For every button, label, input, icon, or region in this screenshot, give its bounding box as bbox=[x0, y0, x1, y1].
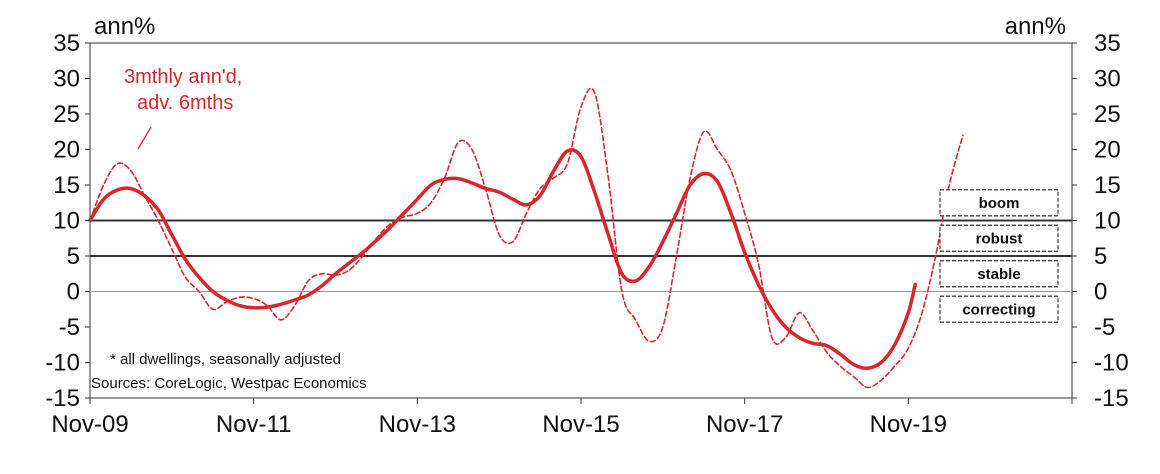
y-tick-label-right: 5 bbox=[1094, 243, 1107, 270]
series-line-annual bbox=[88, 148, 917, 370]
regime-label-boom: boom bbox=[979, 195, 1020, 212]
x-tick-label: Nov-19 bbox=[870, 411, 947, 438]
x-tick-label: Nov-09 bbox=[51, 411, 128, 438]
footnote-dwellings: * all dwellings, seasonally adjusted bbox=[110, 351, 341, 368]
y-tick-label-right: -5 bbox=[1094, 314, 1115, 341]
y-tick-label-left: 30 bbox=[53, 66, 80, 93]
series-annotation-line-2: adv. 6mths bbox=[137, 92, 233, 114]
y-tick-label-right: 0 bbox=[1094, 279, 1107, 306]
y-tick-label-right: 35 bbox=[1094, 30, 1121, 57]
x-tick-label: Nov-13 bbox=[379, 411, 456, 438]
x-tick-label: Nov-17 bbox=[706, 411, 783, 438]
y-tick-label-left: 35 bbox=[53, 30, 80, 57]
regime-box-stable bbox=[939, 260, 1059, 288]
left-unit-label: ann% bbox=[94, 13, 155, 40]
y-tick-label-right: 20 bbox=[1094, 137, 1121, 164]
x-tick-label: Nov-11 bbox=[216, 411, 292, 438]
regime-labels: boom robust stable correcting bbox=[939, 189, 1059, 323]
regime-label-robust: robust bbox=[976, 230, 1023, 247]
y-tick-label-left: 10 bbox=[53, 208, 80, 235]
y-tick-label-right: 10 bbox=[1094, 208, 1121, 235]
series-annotation-line-1: 3mthly ann'd, bbox=[124, 66, 242, 88]
regime-label-correcting: correcting bbox=[962, 301, 1035, 318]
series-layer bbox=[88, 87, 964, 389]
x-tick-label: Nov-15 bbox=[542, 411, 619, 438]
y-tick-label-right: 15 bbox=[1094, 172, 1121, 199]
series-annotation-leader bbox=[137, 126, 152, 150]
series-line-3mthly-annualised bbox=[89, 87, 964, 389]
y-tick-label-right: -10 bbox=[1094, 350, 1129, 377]
reference-lines bbox=[90, 219, 1072, 292]
regime-box-correcting bbox=[939, 295, 1059, 323]
y-tick-label-left: 20 bbox=[53, 137, 80, 164]
y-tick-label-right: -15 bbox=[1094, 385, 1129, 412]
regime-box-boom bbox=[939, 189, 1059, 217]
y-tick-label-right: 25 bbox=[1094, 101, 1121, 128]
regime-label-stable: stable bbox=[977, 266, 1020, 283]
y-tick-label-left: 0 bbox=[67, 279, 80, 306]
y-tick-label-left: 15 bbox=[53, 172, 80, 199]
regime-box-robust bbox=[939, 224, 1059, 252]
right-unit-label: ann% bbox=[1005, 13, 1066, 40]
y-tick-label-left: 5 bbox=[67, 243, 80, 270]
footnote-sources: Sources: CoreLogic, Westpac Economics bbox=[91, 375, 367, 392]
y-tick-label-left: -15 bbox=[45, 385, 80, 412]
y-tick-label-right: 30 bbox=[1094, 66, 1121, 93]
y-tick-label-left: 25 bbox=[53, 101, 80, 128]
y-tick-label-left: -10 bbox=[45, 350, 80, 377]
axis-ticks: 35 35 30 30 25 25 20 20 15 15 10 10 5 5 0 0 -5 -5 -10 -10 -1… bbox=[45, 30, 1128, 438]
y-tick-label-left: -5 bbox=[59, 314, 80, 341]
